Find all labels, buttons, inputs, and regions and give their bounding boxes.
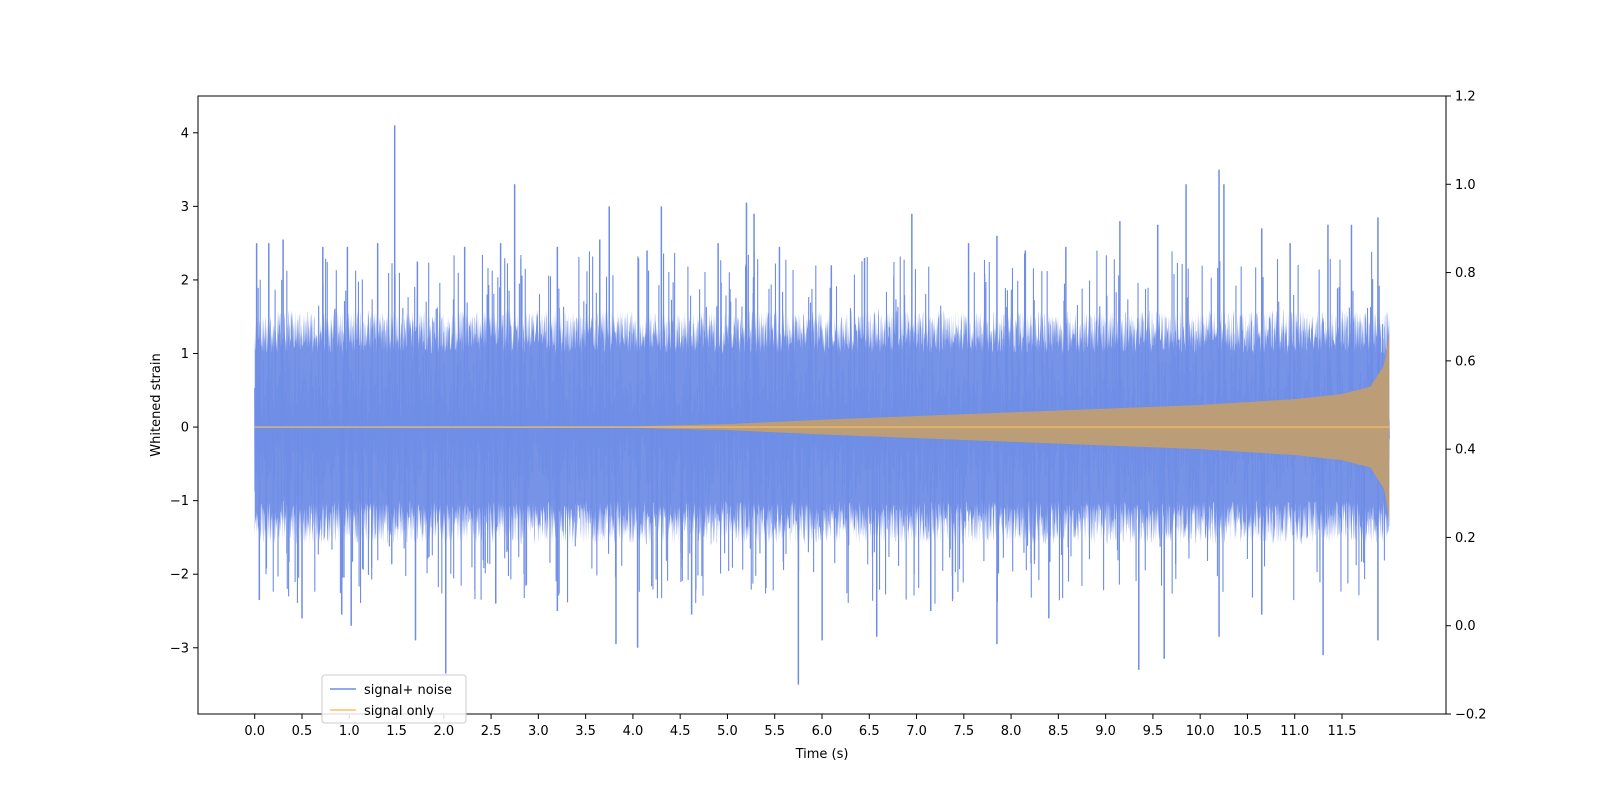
legend-label-signal-noise: signal+ noise [364, 683, 452, 698]
y-tick-label: 4 [181, 126, 189, 141]
x-tick-label: 9.5 [1143, 724, 1164, 739]
y-tick-label: −1 [170, 494, 189, 509]
y2-tick-label: 0.4 [1455, 443, 1476, 458]
x-tick-label: 10.0 [1186, 724, 1215, 739]
x-tick-label: 2.0 [433, 724, 454, 739]
x-tick-label: 3.5 [575, 724, 596, 739]
y-tick-label: 3 [181, 200, 189, 215]
x-tick-label: 6.5 [859, 724, 880, 739]
y-tick-label: 1 [181, 347, 189, 362]
y-tick-label: −3 [170, 641, 189, 656]
x-tick-label: 3.0 [528, 724, 549, 739]
y2-tick-label: 1.0 [1455, 178, 1476, 193]
y-axis-right: −0.2 0.0 0.2 0.4 0.6 0.8 1.0 1.2 [1446, 90, 1487, 723]
x-tick-label: 0.0 [244, 724, 265, 739]
series-signal-only [254, 331, 1390, 523]
x-tick-label: 8.5 [1048, 724, 1069, 739]
y-tick-label: −2 [170, 568, 189, 583]
legend: signal+ noise signal only [321, 674, 467, 724]
x-tick-label: 8.0 [1001, 724, 1022, 739]
x-tick-label: 2.5 [481, 724, 502, 739]
x-tick-label: 1.0 [339, 724, 360, 739]
x-tick-label: 0.5 [292, 724, 313, 739]
y2-tick-label: 0.0 [1455, 619, 1476, 634]
y-axis-label: Whitened strain [149, 353, 164, 456]
y-axis-left: −3 −2 −1 0 1 2 3 4 [170, 126, 198, 656]
x-tick-label: 11.5 [1328, 724, 1357, 739]
y2-tick-label: 1.2 [1455, 90, 1476, 105]
y-tick-label: 0 [181, 421, 189, 436]
legend-label-signal-only: signal only [364, 704, 434, 719]
x-tick-label: 4.5 [670, 724, 691, 739]
x-tick-label: 1.5 [386, 724, 407, 739]
y2-tick-label: −0.2 [1455, 708, 1487, 723]
x-tick-label: 7.0 [906, 724, 927, 739]
y2-tick-label: 0.2 [1455, 531, 1476, 546]
y-tick-label: 2 [181, 273, 189, 288]
x-tick-label: 6.0 [812, 724, 833, 739]
y2-tick-label: 0.8 [1455, 266, 1476, 281]
legend-box [321, 674, 467, 724]
x-tick-label: 9.0 [1095, 724, 1116, 739]
x-tick-label: 5.5 [764, 724, 785, 739]
x-tick-label: 10.5 [1233, 724, 1262, 739]
x-tick-label: 5.0 [717, 724, 738, 739]
x-tick-label: 4.0 [623, 724, 644, 739]
x-axis-label: Time (s) [795, 747, 849, 762]
x-tick-label: 11.0 [1280, 724, 1309, 739]
y2-tick-label: 0.6 [1455, 354, 1476, 369]
x-tick-label: 7.5 [953, 724, 974, 739]
x-axis: 0.0 0.5 1.0 1.5 2.0 2.5 3.0 3.5 4.0 4.5 5.0 5.5 6.0 6… [244, 714, 1356, 739]
